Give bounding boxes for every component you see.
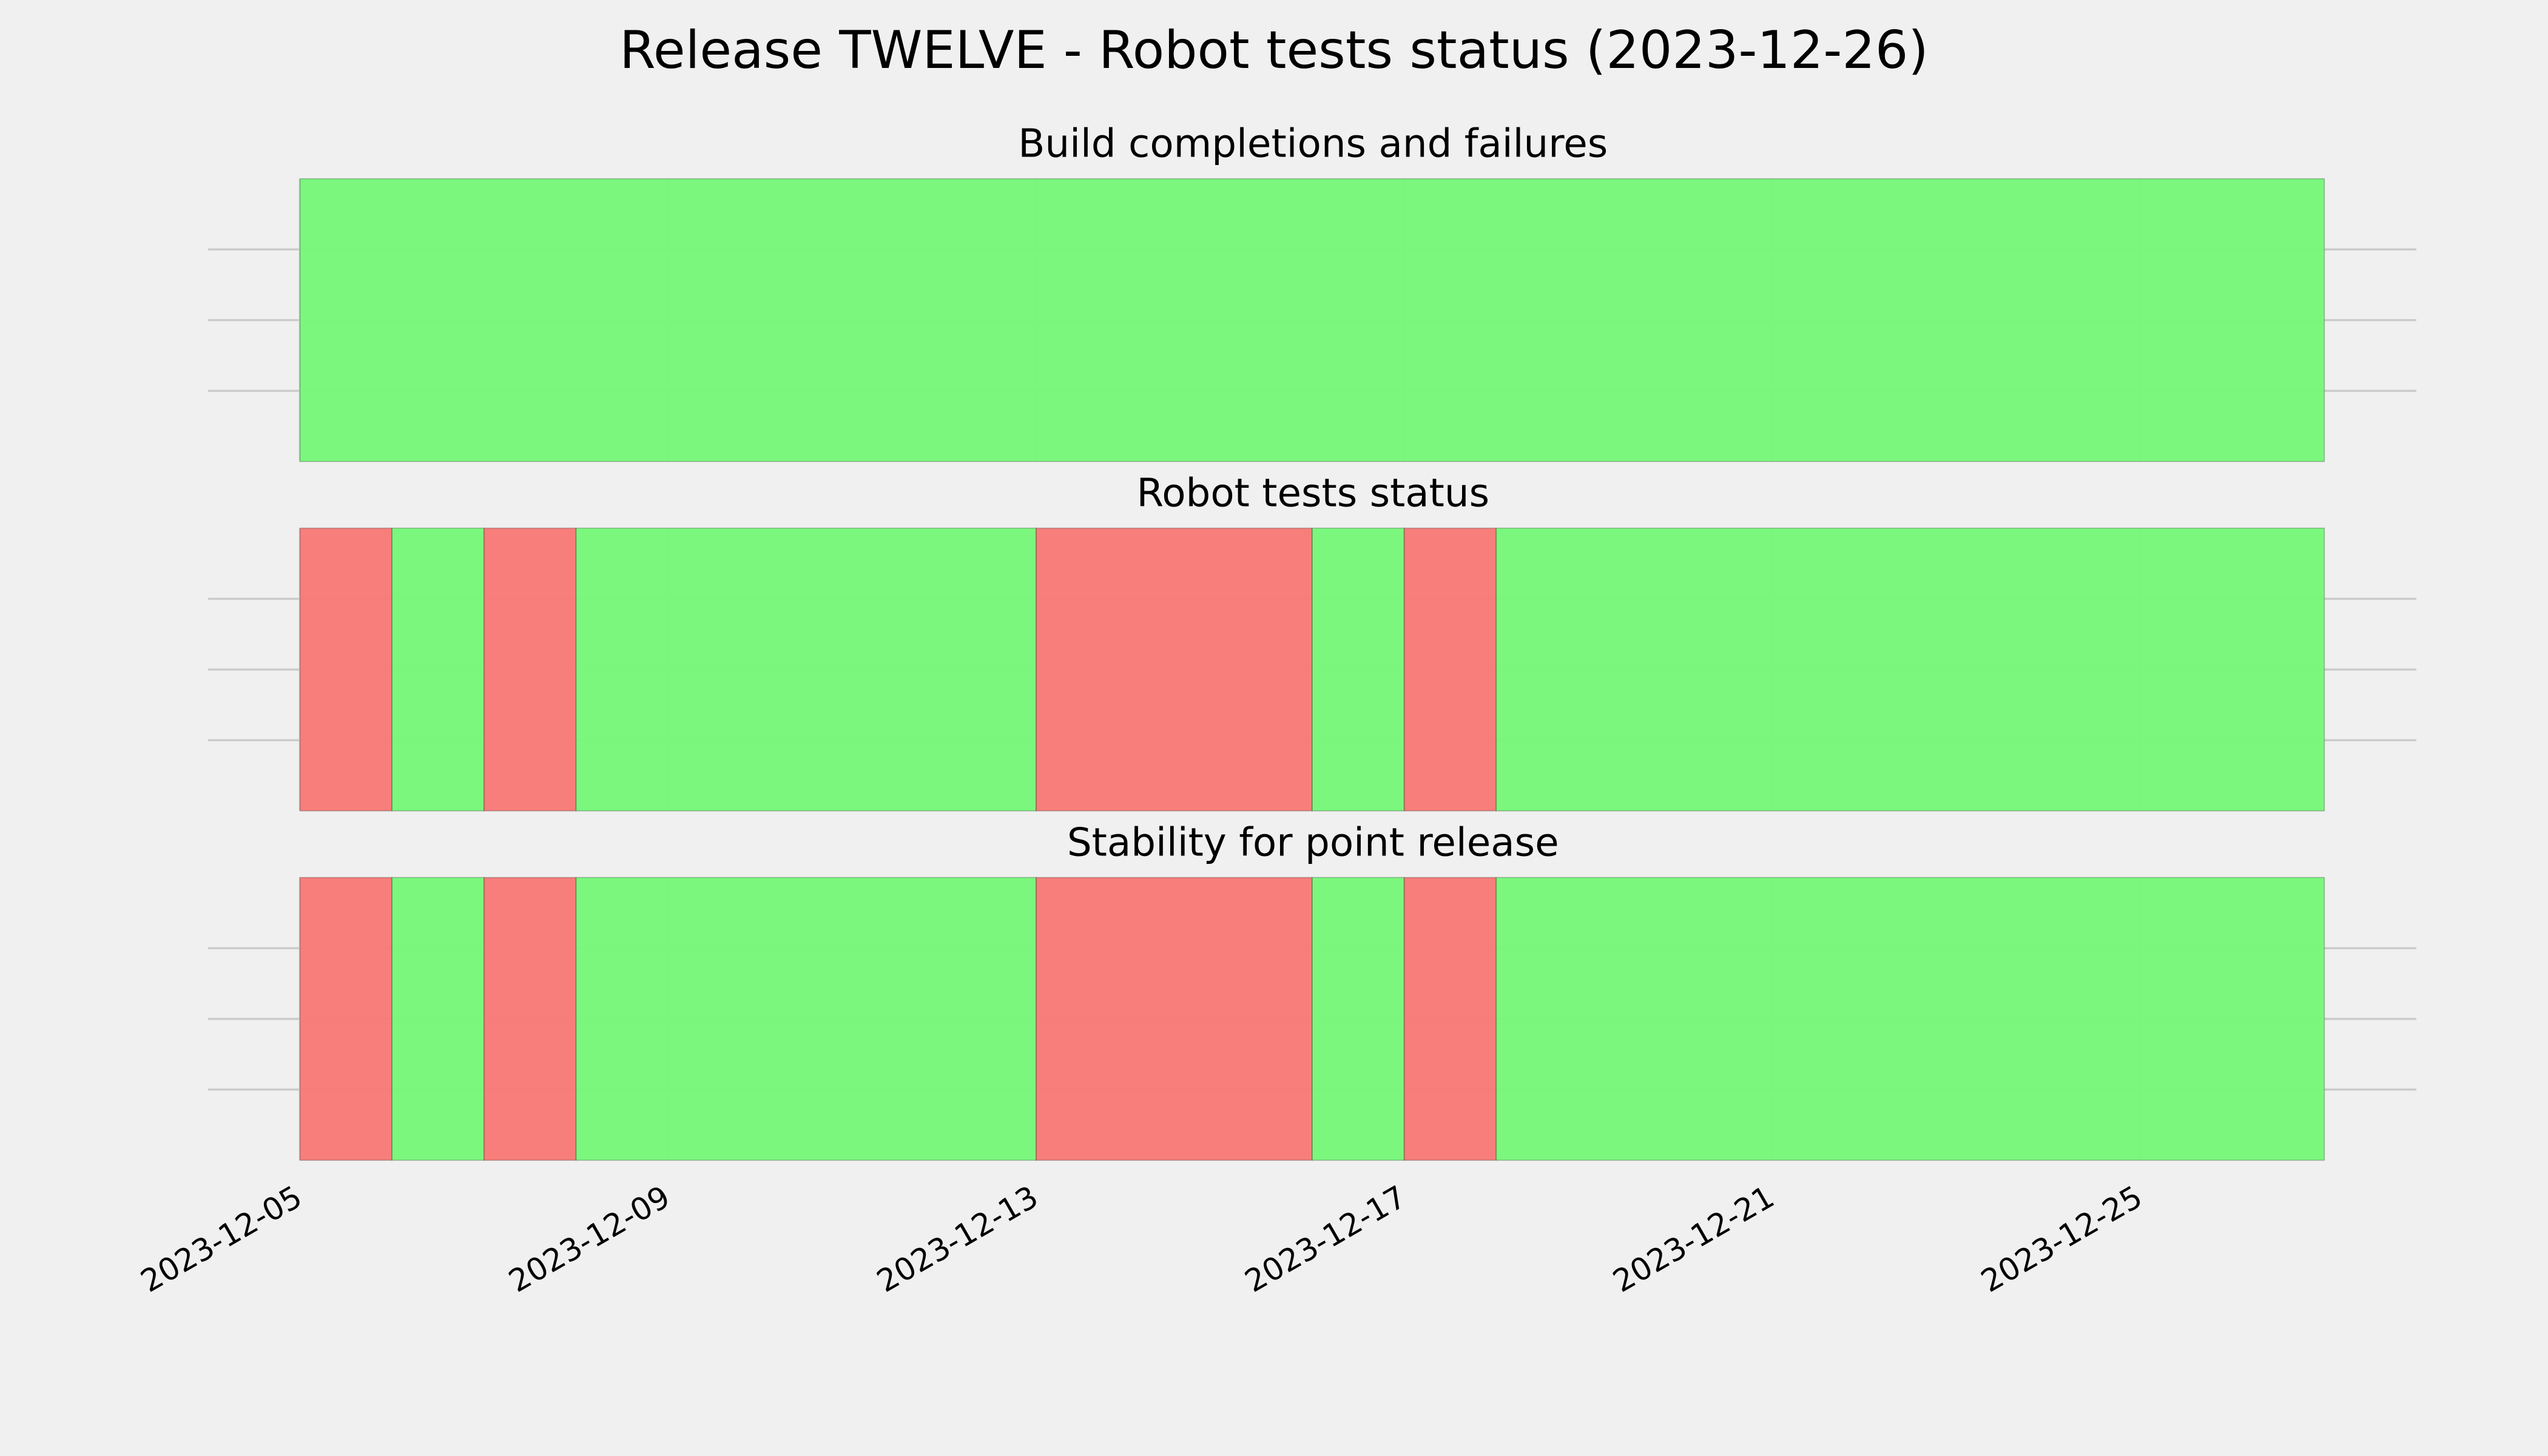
status-segment [1312, 527, 1405, 812]
subplot-title: Robot tests status [1136, 471, 1489, 516]
status-segment [1036, 527, 1313, 812]
status-segment [1495, 877, 2325, 1161]
chart-title: Release TWELVE - Robot tests status (202… [619, 20, 1929, 81]
status-segment [575, 527, 1037, 812]
status-segment [299, 527, 393, 812]
status-segment [1495, 527, 2325, 812]
subplot-title: Stability for point release [1067, 820, 1559, 865]
status-segment [575, 877, 1037, 1161]
status-segment [1312, 877, 1405, 1161]
status-segment [391, 527, 485, 812]
status-segment [391, 877, 485, 1161]
status-segment [299, 178, 2325, 462]
status-segment [1036, 877, 1313, 1161]
status-segment [1403, 877, 1497, 1161]
status-segment [1403, 527, 1497, 812]
status-segment [484, 527, 577, 812]
status-segment [484, 877, 577, 1161]
status-segment [299, 877, 393, 1161]
subplot-title: Build completions and failures [1018, 121, 1608, 167]
